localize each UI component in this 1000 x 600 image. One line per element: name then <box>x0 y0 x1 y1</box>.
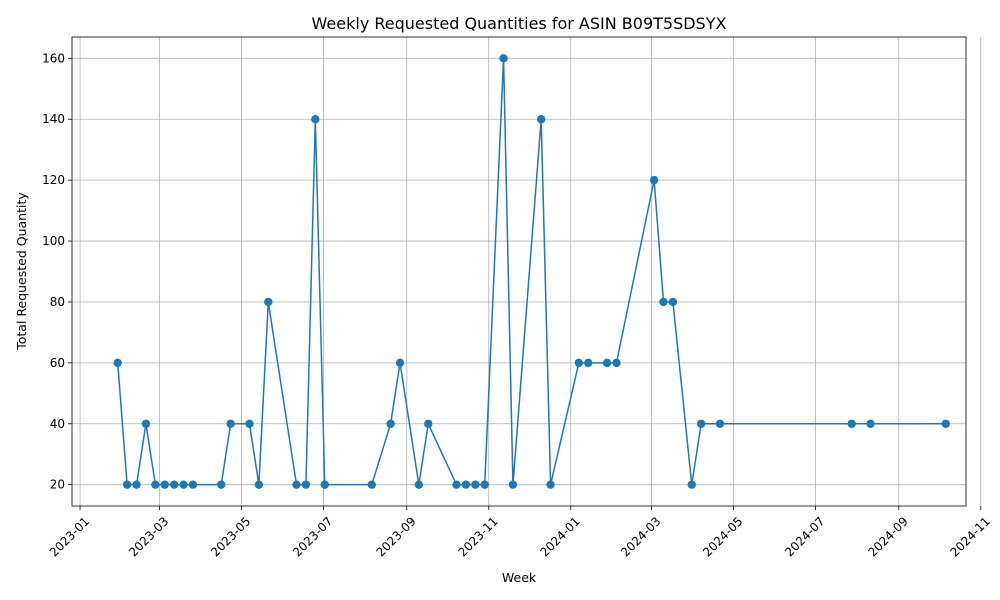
plot-area-frame <box>71 36 967 507</box>
data-point <box>414 480 424 489</box>
data-point <box>367 480 376 489</box>
y-tick-label: 20 <box>50 478 65 492</box>
data-point <box>217 480 226 489</box>
x-tick-label: 2023-03 <box>126 514 171 559</box>
data-point <box>584 358 593 368</box>
data-point <box>395 358 405 368</box>
series-line <box>116 58 946 486</box>
x-tick-label: 2023-01 <box>47 514 92 559</box>
data-point <box>141 419 151 428</box>
data-point <box>301 480 311 489</box>
data-point <box>169 480 179 489</box>
x-tick-label: 2024-01 <box>537 514 582 559</box>
data-point <box>311 115 320 124</box>
data-point <box>659 297 668 307</box>
data-point <box>113 358 122 368</box>
data-point <box>602 358 612 368</box>
y-axis-ticks: 20 40 60 80 100 120 140 160 <box>42 51 72 492</box>
chart-title: Weekly Requested Quantities for ASIN B09… <box>312 14 727 33</box>
x-tick-label: 2024-09 <box>865 514 910 559</box>
data-point <box>188 480 198 489</box>
y-tick-label: 160 <box>42 51 65 65</box>
data-point <box>132 480 141 489</box>
x-tick-label: 2024-03 <box>618 514 663 559</box>
x-tick-label: 2024-11 <box>947 514 992 559</box>
y-tick-label: 140 <box>42 112 65 126</box>
data-point <box>386 419 395 428</box>
data-point <box>612 358 621 368</box>
x-tick-label: 2023-07 <box>290 514 335 559</box>
data-point <box>499 54 508 63</box>
data-point <box>847 419 856 428</box>
y-axis-label: Total Requested Quantity <box>14 192 29 351</box>
data-point <box>715 419 725 428</box>
data-point <box>292 480 301 489</box>
data-point <box>546 480 555 489</box>
data-point <box>574 358 584 368</box>
data-point <box>264 297 273 307</box>
y-tick-label: 80 <box>50 295 65 309</box>
y-tick-label: 120 <box>42 173 65 187</box>
data-point <box>687 480 696 489</box>
data-point <box>480 480 489 489</box>
data-point <box>452 480 461 489</box>
x-tick-label: 2023-09 <box>373 514 418 559</box>
data-point <box>122 480 132 489</box>
data-point <box>461 480 471 489</box>
data-point <box>649 175 659 185</box>
data-point <box>866 419 875 428</box>
data-point <box>941 419 951 428</box>
data-point <box>245 419 254 428</box>
data-point <box>160 480 169 489</box>
x-tick-label: 2024-07 <box>782 514 827 559</box>
x-tick-label: 2023-11 <box>455 514 500 559</box>
data-point <box>320 480 329 489</box>
data-point <box>471 480 480 489</box>
x-axis-label: Week <box>502 570 537 585</box>
data-point <box>151 480 160 489</box>
data-point <box>254 480 264 489</box>
x-axis-ticks: 2023-01 2023-03 2023-05 2023-07 2023-09 2023-… <box>47 506 993 560</box>
data-point <box>226 419 235 428</box>
data-point <box>668 297 678 307</box>
grid-lines <box>72 37 982 506</box>
x-tick-label: 2023-05 <box>208 514 253 559</box>
series-line-layer <box>116 58 946 486</box>
y-tick-label: 60 <box>50 356 65 370</box>
data-point <box>508 480 518 489</box>
x-tick-label: 2024-05 <box>700 514 745 559</box>
data-point <box>179 480 188 489</box>
data-point <box>424 419 433 428</box>
data-point <box>696 419 706 428</box>
data-points <box>113 54 951 489</box>
data-point <box>536 115 546 124</box>
y-tick-label: 40 <box>50 417 65 431</box>
y-tick-label: 100 <box>42 234 65 248</box>
